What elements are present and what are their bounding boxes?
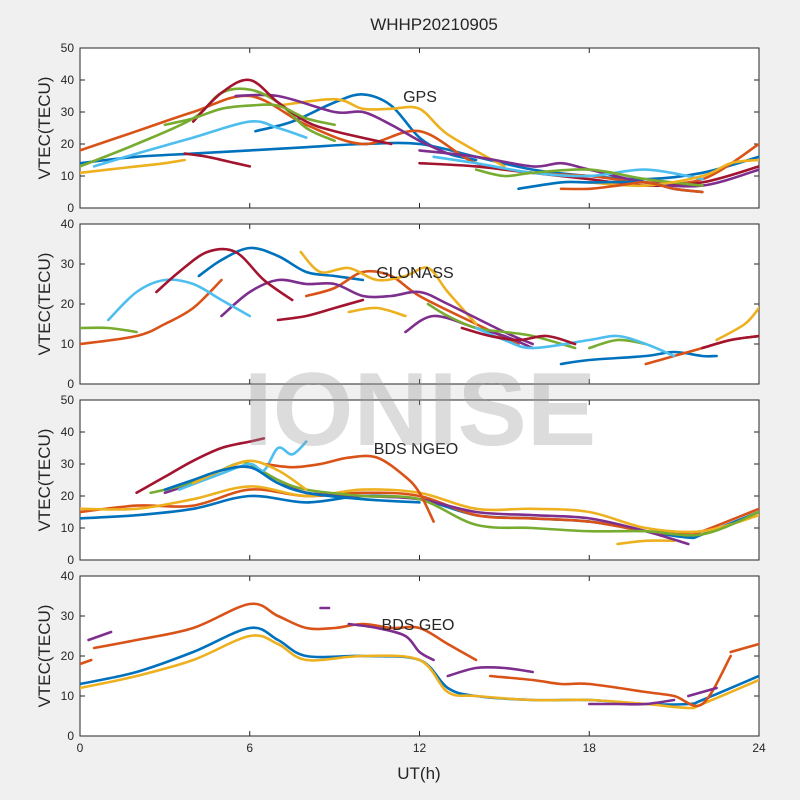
series-line [234,93,450,155]
x-tick-label: 6 [246,741,253,755]
figure-title: WHHP20210905 [370,15,498,34]
y-axis-label: VTEC(TECU) [35,253,54,356]
series-line [80,326,138,334]
y-tick-label: 20 [61,649,75,663]
series-line [163,103,336,127]
series-line [80,634,759,710]
series-line [183,152,252,168]
y-tick-label: 40 [61,217,75,231]
x-tick-label: 12 [413,741,427,755]
x-tick-label: 24 [752,741,766,755]
panel-3: 0 10 20 30 40 0 6 12 18 24 VTEC(TECU) BDS GEO [35,569,766,755]
panel-2: 0 10 20 30 40 50 VTEC(TECU) BDS NGEO [35,393,760,567]
series-group [80,78,759,194]
x-axis-label: UT(h) [397,764,440,783]
series-line [80,158,186,175]
panel-1: 0 10 20 30 40 VTEC(TECU) GLONASS [35,217,760,391]
panel-label: GLONASS [376,265,453,282]
y-tick-label: 0 [67,377,74,391]
series-line [460,326,577,346]
y-tick-label: 0 [67,553,74,567]
series-line [262,454,435,523]
series-group [80,602,759,710]
series-line [155,247,294,302]
series-line [347,622,435,662]
series-line [588,698,676,706]
series-line [135,437,266,495]
series-line [701,334,759,350]
series-line [80,87,336,168]
series-line [80,658,93,666]
series-line [299,250,478,326]
series-line [559,350,718,366]
x-tick-label: 18 [583,741,597,755]
series-line [276,298,365,322]
watermark: IONISE [244,352,597,468]
series-line [588,158,759,188]
panel-label: BDS GEO [382,617,455,634]
y-tick-label: 10 [61,169,75,183]
series-line [80,278,223,346]
series-line [191,78,393,146]
y-tick-label: 50 [61,41,75,55]
series-group [80,246,759,366]
y-tick-label: 20 [61,137,75,151]
series-line [418,161,759,188]
x-tick-label: 0 [77,741,84,755]
y-tick-label: 30 [61,457,75,471]
y-tick-label: 20 [61,297,75,311]
panel-label: GPS [403,89,437,106]
series-line [347,306,407,318]
y-tick-label: 30 [61,257,75,271]
series-line [559,181,704,194]
series-line [687,686,718,698]
series-line [276,97,506,168]
y-tick-label: 0 [67,201,74,215]
series-line [432,155,704,181]
series-line [87,630,113,642]
panels: 0 10 20 30 40 50 VTEC(TECU) GPS 0 10 20 30 40 VTEC(TE… [35,41,766,755]
y-tick-label: 30 [61,105,75,119]
series-line [715,306,759,342]
y-tick-label: 20 [61,489,75,503]
y-tick-label: 40 [61,73,75,87]
series-line [474,168,704,187]
series-line [488,654,732,708]
series-line [107,278,252,322]
y-tick-label: 0 [67,729,74,743]
series-line [80,494,759,540]
y-axis-label: VTEC(TECU) [35,605,54,708]
series-line [220,278,534,346]
panel-label: BDS NGEO [374,441,458,458]
series-line [92,602,478,662]
series-line [163,465,421,504]
y-tick-label: 40 [61,569,75,583]
y-tick-label: 40 [61,425,75,439]
y-tick-label: 10 [61,521,75,535]
y-tick-label: 10 [61,689,75,703]
series-line [729,642,759,654]
series-line [197,246,365,282]
series-group [80,437,759,546]
y-tick-label: 10 [61,337,75,351]
series-line [474,326,676,358]
series-line [446,665,534,678]
series-line [177,440,308,491]
y-tick-label: 50 [61,393,75,407]
panel-0: 0 10 20 30 40 50 VTEC(TECU) GPS [35,41,760,215]
series-line [616,539,676,546]
y-axis-label: VTEC(TECU) [35,77,54,180]
y-axis-label: VTEC(TECU) [35,429,54,532]
plot-area [79,575,760,737]
series-line [92,120,308,168]
y-tick-label: 30 [61,609,75,623]
